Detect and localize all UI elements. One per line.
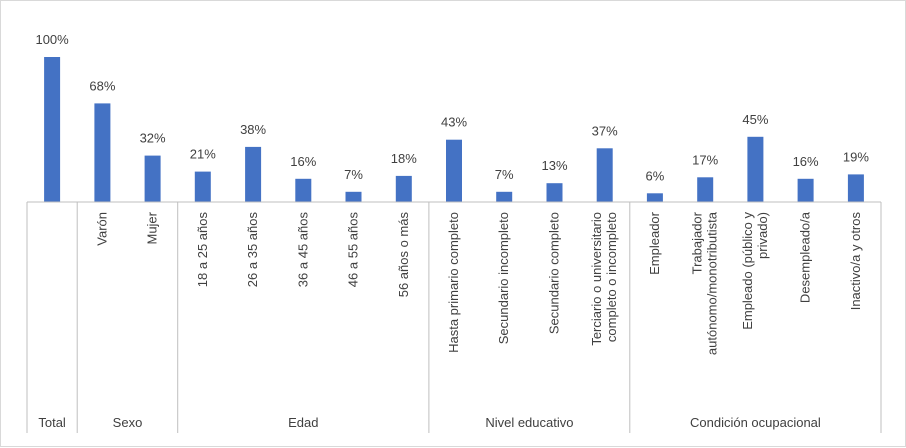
- data-label: 7%: [495, 167, 514, 182]
- tick-label: 18 a 25 años: [195, 212, 210, 288]
- bar: [194, 171, 211, 202]
- group-label: Sexo: [113, 415, 143, 430]
- bar: [446, 139, 462, 203]
- bar: [596, 148, 613, 202]
- tick-label: Trabajadorautónomo/monotributista: [690, 211, 720, 355]
- bar: [747, 136, 764, 203]
- tick-label: Desempleado/a: [798, 211, 813, 303]
- data-labels-layer: 100% 68% 32% 21% 38% 16% 7% 18% 43% 7% 13% 37% 6% 17%…: [35, 32, 869, 183]
- tick-label: Inactivo/a y otros: [848, 212, 863, 311]
- data-label: 17%: [692, 152, 718, 167]
- data-label: 16%: [290, 154, 316, 169]
- data-label: 19%: [843, 149, 869, 164]
- tick-label: 56 años o más: [396, 212, 411, 298]
- bar: [496, 191, 513, 202]
- bars-layer: [44, 57, 864, 203]
- data-label: 18%: [391, 151, 417, 166]
- data-label: 45%: [742, 112, 768, 127]
- tick-label: Terciario o universitariocompleto o inco…: [589, 212, 619, 346]
- bar: [345, 191, 362, 202]
- bar: [94, 103, 111, 202]
- tick-label: 36 a 45 años: [295, 212, 310, 288]
- bar: [295, 178, 312, 202]
- tick-label: Mujer: [145, 211, 160, 244]
- group-label: Condición ocupacional: [690, 415, 821, 430]
- bar: [697, 177, 714, 202]
- tick-label: Empleador: [647, 211, 662, 275]
- data-label: 21%: [190, 147, 216, 162]
- bar: [44, 57, 61, 202]
- tick-label: Varón: [94, 212, 109, 246]
- group-label: Edad: [288, 415, 318, 430]
- category-axis: Varón Mujer 18 a 25 años 26 a 35 años 36 a 4…: [26, 201, 882, 433]
- tick-label: Secundario completo: [547, 212, 562, 334]
- data-label: 32%: [140, 131, 166, 146]
- data-label: 16%: [793, 154, 819, 169]
- data-label: 7%: [344, 167, 363, 182]
- tick-label: Hasta primario completo: [446, 212, 461, 353]
- tick-label: 26 a 35 años: [245, 212, 260, 288]
- bar: [646, 193, 663, 202]
- bar: [395, 175, 412, 202]
- data-label: 100%: [35, 32, 69, 47]
- data-label: 37%: [592, 123, 618, 138]
- tick-label: 46 a 55 años: [346, 212, 361, 288]
- data-label: 13%: [541, 158, 567, 173]
- bar: [144, 155, 161, 202]
- bar: [546, 183, 563, 203]
- bar: [797, 178, 814, 202]
- bar: [847, 174, 864, 202]
- data-label: 68%: [89, 78, 115, 93]
- tick-label: Empleado (público yprivado): [740, 212, 770, 330]
- group-label: Total: [38, 415, 66, 430]
- data-label: 6%: [646, 168, 665, 183]
- group-label: Nivel educativo: [485, 415, 573, 430]
- data-label: 43%: [441, 115, 467, 130]
- data-label: 38%: [240, 122, 266, 137]
- tick-label: Secundario incompleto: [496, 212, 511, 344]
- bar: [245, 146, 262, 202]
